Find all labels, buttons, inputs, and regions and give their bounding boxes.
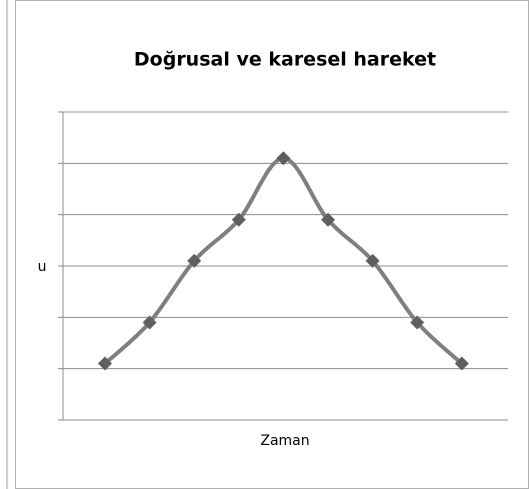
marker [187, 253, 202, 268]
marker [365, 253, 380, 268]
chart-title: Doğrusal ve karesel hareket [134, 49, 436, 71]
marker [276, 151, 291, 166]
marker [321, 212, 335, 227]
y-axis-label: u [38, 259, 47, 275]
marker [98, 356, 112, 371]
marker [410, 315, 425, 330]
marker [454, 356, 469, 371]
x-axis-label: Zaman [260, 433, 309, 449]
marker [142, 315, 157, 330]
marker [231, 212, 246, 227]
